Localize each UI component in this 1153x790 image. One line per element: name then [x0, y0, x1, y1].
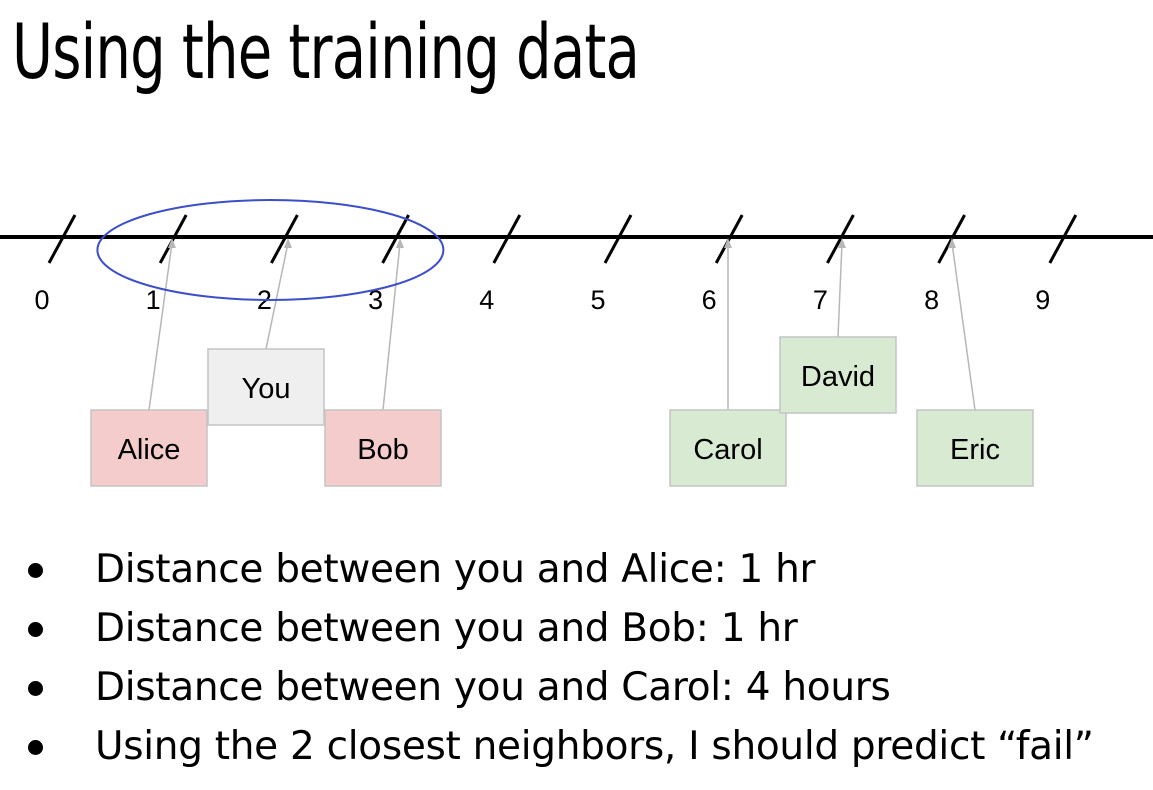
bullet-item: Using the 2 closest neighbors, I should … — [0, 717, 1094, 776]
point-box-david — [779, 336, 897, 414]
bullet-text: Distance between you and Alice: 1 hr — [95, 547, 816, 592]
tick-label: 0 — [34, 285, 49, 315]
bullet-text: Distance between you and Carol: 4 hours — [95, 665, 891, 710]
point-box-bob — [324, 409, 442, 487]
point-label-carol: Carol — [693, 434, 762, 466]
tick-label: 7 — [813, 285, 828, 315]
tick-mark — [270, 214, 299, 264]
tick-mark — [937, 214, 966, 264]
point-label-david: David — [801, 361, 875, 393]
arrow-head-icon — [948, 238, 956, 248]
arrow-head-icon — [284, 238, 292, 248]
tick-label: 9 — [1035, 285, 1050, 315]
bullet-dot-icon — [28, 562, 43, 578]
tick-mark — [47, 214, 77, 264]
point-label-eric: Eric — [950, 434, 1000, 466]
tick-mark — [826, 214, 855, 264]
connector-line — [265, 242, 289, 350]
tick-mark — [714, 214, 744, 264]
neighborhood-ellipse — [96, 199, 445, 301]
point-label-alice: Alice — [118, 434, 181, 466]
bullet-text: Using the 2 closest neighbors, I should … — [95, 724, 1094, 769]
arrow-head-icon — [724, 238, 732, 248]
bullet-dot-icon — [28, 739, 43, 755]
arrow-head-icon — [396, 238, 404, 248]
point-box-eric — [916, 409, 1034, 487]
tick-mark — [1048, 214, 1078, 264]
connector-line — [951, 242, 976, 411]
tick-label: 3 — [368, 285, 383, 315]
point-box-you — [207, 348, 325, 426]
bullet-dot-icon — [28, 680, 43, 696]
tick-mark — [381, 214, 410, 264]
bullet-item: Distance between you and Carol: 4 hours — [0, 658, 1094, 717]
point-box-carol — [669, 409, 787, 487]
connector-line — [148, 242, 173, 411]
tick-label: 1 — [146, 285, 161, 315]
point-label-you: You — [242, 373, 291, 405]
connector-line — [382, 242, 401, 411]
point-box-alice — [90, 409, 208, 487]
tick-mark — [603, 214, 633, 264]
connector-line — [837, 242, 843, 338]
tick-label: 8 — [924, 285, 939, 315]
arrow-head-icon — [168, 238, 176, 248]
tick-mark — [158, 214, 188, 264]
bullet-item: Distance between you and Bob: 1 hr — [0, 599, 1094, 658]
tick-label: 4 — [479, 285, 494, 315]
slide-title: Using the training data — [12, 7, 640, 96]
arrow-head-icon — [838, 238, 846, 248]
bullet-list: Distance between you and Alice: 1 hr Dis… — [0, 540, 1094, 776]
tick-label: 6 — [702, 285, 717, 315]
bullet-text: Distance between you and Bob: 1 hr — [95, 606, 798, 651]
bullet-dot-icon — [28, 621, 43, 637]
bullet-item: Distance between you and Alice: 1 hr — [0, 540, 1094, 599]
tick-label: 5 — [590, 285, 605, 315]
point-label-bob: Bob — [357, 434, 409, 466]
tick-mark — [492, 214, 522, 264]
